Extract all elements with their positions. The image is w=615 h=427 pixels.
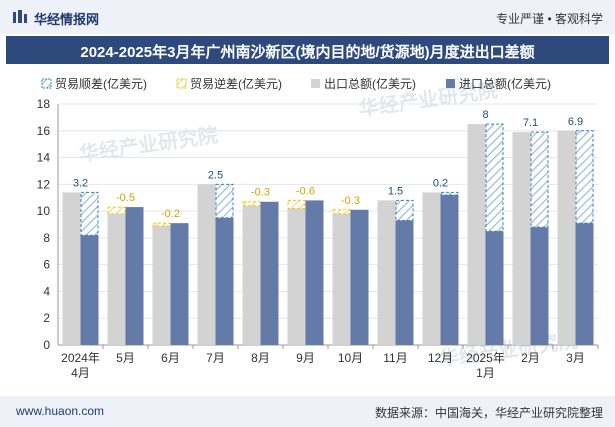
import-bar-10 — [530, 227, 549, 345]
chart-title: 2024-2025年3月年广州南沙新区(境内目的地/货源地)月度进出口差额 — [80, 44, 535, 61]
x-tick-label-3: 7月 — [206, 351, 225, 365]
surplus-bar-3 — [215, 183, 234, 219]
import-bar-1 — [125, 207, 144, 345]
legend-item-deficit: 贸易逆差(亿美元) — [176, 76, 282, 91]
y-tick-label-6: 12 — [37, 177, 51, 191]
x-tick-label-11: 3月 — [566, 351, 585, 365]
y-tick-label-5: 10 — [37, 204, 51, 218]
x-tick-label-4: 8月 — [251, 351, 270, 365]
deficit-bar-2 — [152, 222, 171, 227]
import-bar-2 — [170, 223, 189, 345]
balance-label-10: 7.1 — [523, 117, 538, 129]
balance-label-1: -0.5 — [116, 192, 135, 204]
legend-label-surplus: 贸易顺差(亿美元) — [55, 76, 147, 91]
title-bar: 2024-2025年3月年广州南沙新区(境内目的地/货源地)月度进出口差额 — [6, 36, 609, 64]
x-tick-label-0: 2024年 — [61, 351, 100, 365]
export-bar-3 — [197, 184, 216, 345]
slogan: 专业严谨 • 客观科学 — [496, 12, 603, 26]
export-bar-2 — [152, 225, 171, 345]
chart: 华经产业研究院 华经产业研究院 华经产业研究院 贸易顺差(亿美元) 贸易逆差(亿… — [37, 76, 599, 380]
surplus-bar-11 — [575, 130, 594, 224]
legend-label-deficit: 贸易逆差(亿美元) — [190, 76, 282, 91]
x-tick-label-7: 11月 — [383, 351, 407, 365]
deficit-bar-5 — [287, 199, 306, 209]
x-tick-label-1: 5月 — [116, 351, 135, 365]
balance-label-11: 6.9 — [568, 116, 583, 128]
legend-item-surplus: 贸易顺差(亿美元) — [41, 76, 147, 91]
import-bar-5 — [305, 200, 324, 345]
bars — [62, 123, 594, 345]
x-tick-label-9-line2: 1月 — [476, 366, 495, 380]
export-bar-11 — [557, 130, 576, 345]
legend-label-import: 进口总额(亿美元) — [459, 76, 551, 91]
export-bar-8 — [422, 192, 441, 345]
x-tick-label-9: 2025年 — [466, 351, 505, 365]
brand-name: 华经情报网 — [34, 12, 100, 27]
y-tick-label-9: 18 — [37, 97, 51, 111]
import-bar-7 — [395, 220, 414, 345]
legend-label-export: 出口总额(亿美元) — [324, 76, 416, 91]
surplus-bar-0 — [80, 191, 99, 236]
export-bar-0 — [62, 192, 81, 345]
legend: 贸易顺差(亿美元) 贸易逆差(亿美元) 出口总额(亿美元) 进口总额(亿美元) — [41, 76, 551, 91]
import-bar-0 — [80, 235, 99, 345]
import-bar-11 — [575, 223, 594, 345]
x-tick-label-2: 6月 — [161, 351, 180, 365]
surplus-bar-7 — [395, 199, 414, 221]
balance-label-5: -0.6 — [296, 185, 315, 197]
export-bar-10 — [512, 132, 531, 345]
export-bar-4 — [242, 205, 261, 345]
x-tick-label-10: 2月 — [521, 351, 540, 365]
y-tick-label-1: 2 — [43, 311, 50, 325]
import-bar-9 — [485, 231, 504, 345]
y-tick-label-2: 4 — [43, 284, 50, 298]
import-bar-3 — [215, 217, 234, 345]
import-bar-4 — [260, 201, 279, 345]
watermark-1: 华经产业研究院 — [77, 123, 219, 166]
y-tick-label-0: 0 — [43, 338, 50, 352]
y-tick-label-7: 14 — [37, 151, 51, 165]
x-tick-label-6: 10月 — [338, 351, 363, 365]
export-bar-5 — [287, 208, 306, 345]
legend-item-export: 出口总额(亿美元) — [311, 76, 416, 91]
y-tick-label-3: 6 — [43, 258, 50, 272]
deficit-bar-1 — [107, 206, 126, 215]
balance-label-9: 8 — [482, 109, 488, 121]
x-tick-label-0-line2: 4月 — [71, 366, 90, 380]
deficit-bar-4 — [242, 201, 261, 207]
y-tick-label-4: 8 — [43, 231, 50, 245]
surplus-bar-9 — [485, 123, 504, 232]
footer: www.huaon.com 数据来源：中国海关，华经产业研究院整理 — [0, 396, 615, 427]
import-bar-6 — [350, 209, 369, 345]
export-bar-7 — [377, 200, 396, 345]
balance-label-3: 2.5 — [208, 169, 223, 181]
import-bar-8 — [440, 195, 459, 345]
export-bar-6 — [332, 213, 351, 345]
balance-label-7: 1.5 — [388, 185, 403, 197]
balance-label-8: 0.2 — [433, 177, 448, 189]
legend-item-import: 进口总额(亿美元) — [446, 76, 551, 91]
x-tick-label-8: 12月 — [428, 351, 453, 365]
deficit-bar-6 — [332, 209, 351, 215]
export-bar-1 — [107, 213, 126, 345]
balance-label-4: -0.3 — [251, 187, 270, 199]
y-tick-label-8: 16 — [37, 124, 51, 138]
export-bar-9 — [467, 124, 486, 345]
website-link[interactable]: www.huaon.com — [16, 404, 105, 418]
top-bar: 华经情报网 专业严谨 • 客观科学 — [0, 0, 615, 34]
balance-label-0: 3.2 — [73, 177, 88, 189]
data-labels: 3.2 -0.5 -0.2 2.5 -0.3 -0.6 -0.3 1.5 0.2 8 7.1 6.9 — [73, 109, 583, 220]
balance-label-2: -0.2 — [161, 208, 180, 220]
balance-label-6: -0.3 — [341, 195, 360, 207]
data-source: 数据来源：中国海关，华经产业研究院整理 — [374, 406, 603, 420]
x-tick-label-5: 9月 — [296, 351, 315, 365]
surplus-bar-8 — [440, 191, 459, 196]
huajing-logo-icon — [13, 10, 27, 23]
surplus-bar-10 — [530, 131, 549, 228]
